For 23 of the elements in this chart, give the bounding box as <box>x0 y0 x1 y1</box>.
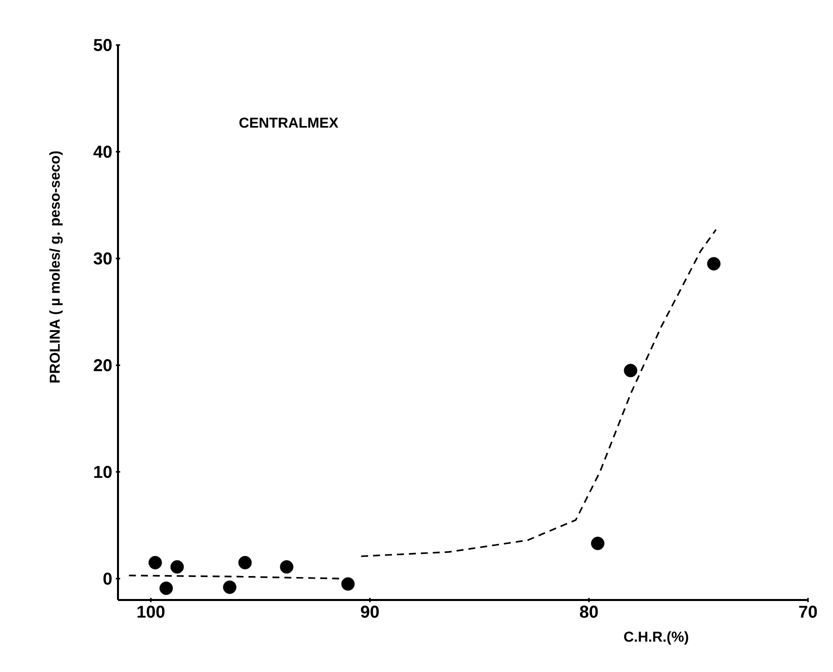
point <box>170 560 184 574</box>
point <box>148 556 162 570</box>
y-tick-label: 30 <box>94 252 112 265</box>
x-tick-label: 100 <box>138 606 165 618</box>
point <box>223 580 236 594</box>
y-tick-label: 20 <box>94 359 112 372</box>
y-tick-label: 10 <box>94 466 112 478</box>
point <box>591 536 604 550</box>
annotation: CENTRALMEX <box>239 118 338 128</box>
y-tick-label: 50 <box>94 38 112 52</box>
y-tick-label: 40 <box>93 146 112 158</box>
x-tick-label: 80 <box>580 606 598 618</box>
point <box>341 577 355 591</box>
point <box>159 582 173 595</box>
x-tick-label: 70 <box>799 606 817 618</box>
y-tick-label: 0 <box>103 572 112 585</box>
point <box>707 257 721 270</box>
point <box>238 556 252 570</box>
x-axis-title: C.H.R.(%) <box>624 631 688 645</box>
point <box>280 560 294 574</box>
y-axis-title: PROLINA ( µ moles/ g. peso-seco) <box>49 151 63 382</box>
x-tick-label: 90 <box>360 606 379 618</box>
point <box>624 364 638 378</box>
